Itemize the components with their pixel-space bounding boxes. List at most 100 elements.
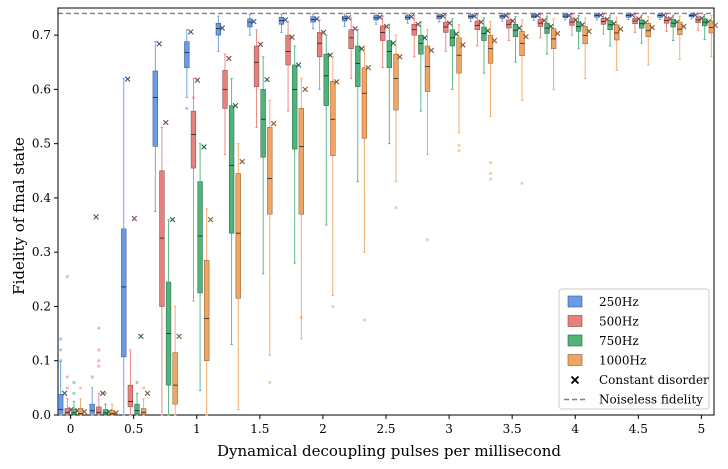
x-tick-label: 0 bbox=[67, 422, 75, 436]
constant-disorder-marker bbox=[289, 34, 295, 41]
outlier-point bbox=[97, 348, 101, 352]
box bbox=[102, 409, 109, 415]
constant-disorder-marker bbox=[566, 12, 572, 19]
constant-disorder-marker bbox=[345, 14, 352, 21]
box bbox=[645, 22, 651, 38]
constant-disorder-marker bbox=[320, 29, 327, 36]
box bbox=[267, 127, 273, 215]
box bbox=[260, 89, 266, 158]
constant-disorder-marker bbox=[453, 31, 460, 37]
constant-disorder-marker bbox=[61, 390, 68, 397]
y-tick-label: 0.5 bbox=[32, 137, 51, 151]
box bbox=[121, 228, 127, 358]
constant-disorder-marker bbox=[661, 12, 667, 18]
outlier-point bbox=[488, 177, 493, 181]
boxes-layer bbox=[58, 12, 718, 416]
box bbox=[386, 40, 392, 68]
constant-disorder-marker bbox=[207, 216, 214, 223]
constant-disorder-marker bbox=[138, 333, 144, 340]
box bbox=[393, 53, 399, 111]
x-tick-label: 2 bbox=[319, 422, 327, 436]
box bbox=[96, 406, 102, 415]
x-tick-label: 3 bbox=[445, 422, 453, 436]
x-tick-label: 1.5 bbox=[250, 422, 269, 436]
series-500Hz bbox=[64, 13, 705, 416]
outlier-point bbox=[457, 149, 461, 153]
x-axis-label: Dynamical decoupling pulses per millisec… bbox=[217, 442, 561, 460]
constant-disorder-marker bbox=[471, 13, 478, 19]
legend-swatch bbox=[567, 315, 583, 327]
constant-disorder-marker bbox=[302, 86, 308, 93]
constant-disorder-marker bbox=[99, 390, 106, 397]
x-tick-label: 5 bbox=[698, 422, 706, 436]
constant-disorder-marker bbox=[365, 64, 372, 71]
box bbox=[71, 409, 77, 415]
constant-disorder-marker bbox=[649, 24, 655, 31]
constant-disorder-marker bbox=[629, 12, 636, 18]
outlier-point bbox=[72, 380, 76, 385]
constant-disorder-marker bbox=[194, 77, 201, 83]
constant-disorder-marker bbox=[390, 40, 396, 47]
box bbox=[424, 45, 431, 92]
outlier-point bbox=[59, 337, 63, 341]
constant-disorder-marker bbox=[428, 47, 435, 54]
constant-disorder-marker bbox=[232, 102, 239, 109]
y-tick-label: 0.4 bbox=[32, 191, 51, 205]
outlier-point bbox=[185, 106, 189, 110]
outlier-point bbox=[65, 375, 69, 379]
constant-disorder-marker bbox=[124, 76, 131, 82]
outlier-point bbox=[97, 326, 101, 330]
legend-frame bbox=[558, 288, 710, 410]
outlier-point bbox=[488, 171, 493, 176]
y-axis-label: Fidelity of final state bbox=[10, 137, 28, 295]
constant-disorder-marker bbox=[187, 29, 194, 35]
constant-disorder-marker bbox=[478, 19, 484, 25]
constant-disorder-marker bbox=[93, 214, 99, 220]
box bbox=[228, 105, 235, 234]
outlier-point bbox=[97, 359, 101, 363]
box bbox=[614, 24, 620, 41]
y-tick-label: 0.7 bbox=[32, 28, 51, 42]
y-tick-label: 0.6 bbox=[32, 82, 51, 96]
constant-disorder-marker bbox=[113, 410, 119, 416]
constant-disorder-marker bbox=[358, 45, 365, 52]
legend-entry: 250Hz bbox=[567, 295, 639, 309]
box bbox=[58, 394, 64, 414]
constant-disorder-marker bbox=[523, 33, 529, 40]
outlier-point bbox=[103, 391, 108, 395]
outlier-point bbox=[72, 391, 76, 395]
outlier-point bbox=[135, 380, 139, 385]
constant-disorder-marker bbox=[541, 17, 548, 24]
constant-disorder-marker bbox=[333, 79, 340, 85]
constant-disorder-marker bbox=[421, 35, 428, 41]
constant-disorder-marker bbox=[131, 215, 138, 222]
constant-disorder-marker bbox=[617, 26, 624, 32]
constant-disorder-marker bbox=[440, 13, 446, 19]
constant-disorder-marker bbox=[680, 23, 687, 30]
legend-swatch bbox=[567, 354, 583, 366]
constant-disorder-marker bbox=[257, 41, 264, 48]
constant-disorder-marker bbox=[586, 28, 592, 35]
constant-disorder-marker bbox=[270, 120, 277, 127]
box bbox=[134, 403, 140, 415]
box bbox=[298, 108, 304, 215]
box bbox=[77, 408, 84, 415]
box bbox=[323, 53, 329, 106]
x-tick-label: 4.5 bbox=[629, 422, 648, 436]
constant-disorder-marker bbox=[295, 62, 302, 68]
constant-disorder-marker bbox=[144, 390, 151, 397]
constant-disorder-marker bbox=[377, 14, 383, 21]
x-tick-label: 0.5 bbox=[124, 422, 143, 436]
legend-entry: Constant disorder bbox=[570, 373, 709, 387]
series-250Hz bbox=[58, 12, 699, 416]
box bbox=[380, 25, 386, 41]
y-tick-label: 0.1 bbox=[32, 354, 51, 368]
outlier-point bbox=[65, 275, 69, 279]
y-axis: 0.0 0.1 0.2 0.3 0.4 0.5 0.6 0.7 bbox=[32, 28, 58, 422]
box bbox=[184, 41, 190, 68]
box bbox=[316, 32, 323, 58]
box bbox=[348, 29, 354, 49]
outlier-point bbox=[457, 143, 461, 147]
constant-disorder-marker bbox=[176, 333, 182, 340]
constant-disorder-marker bbox=[239, 158, 245, 165]
